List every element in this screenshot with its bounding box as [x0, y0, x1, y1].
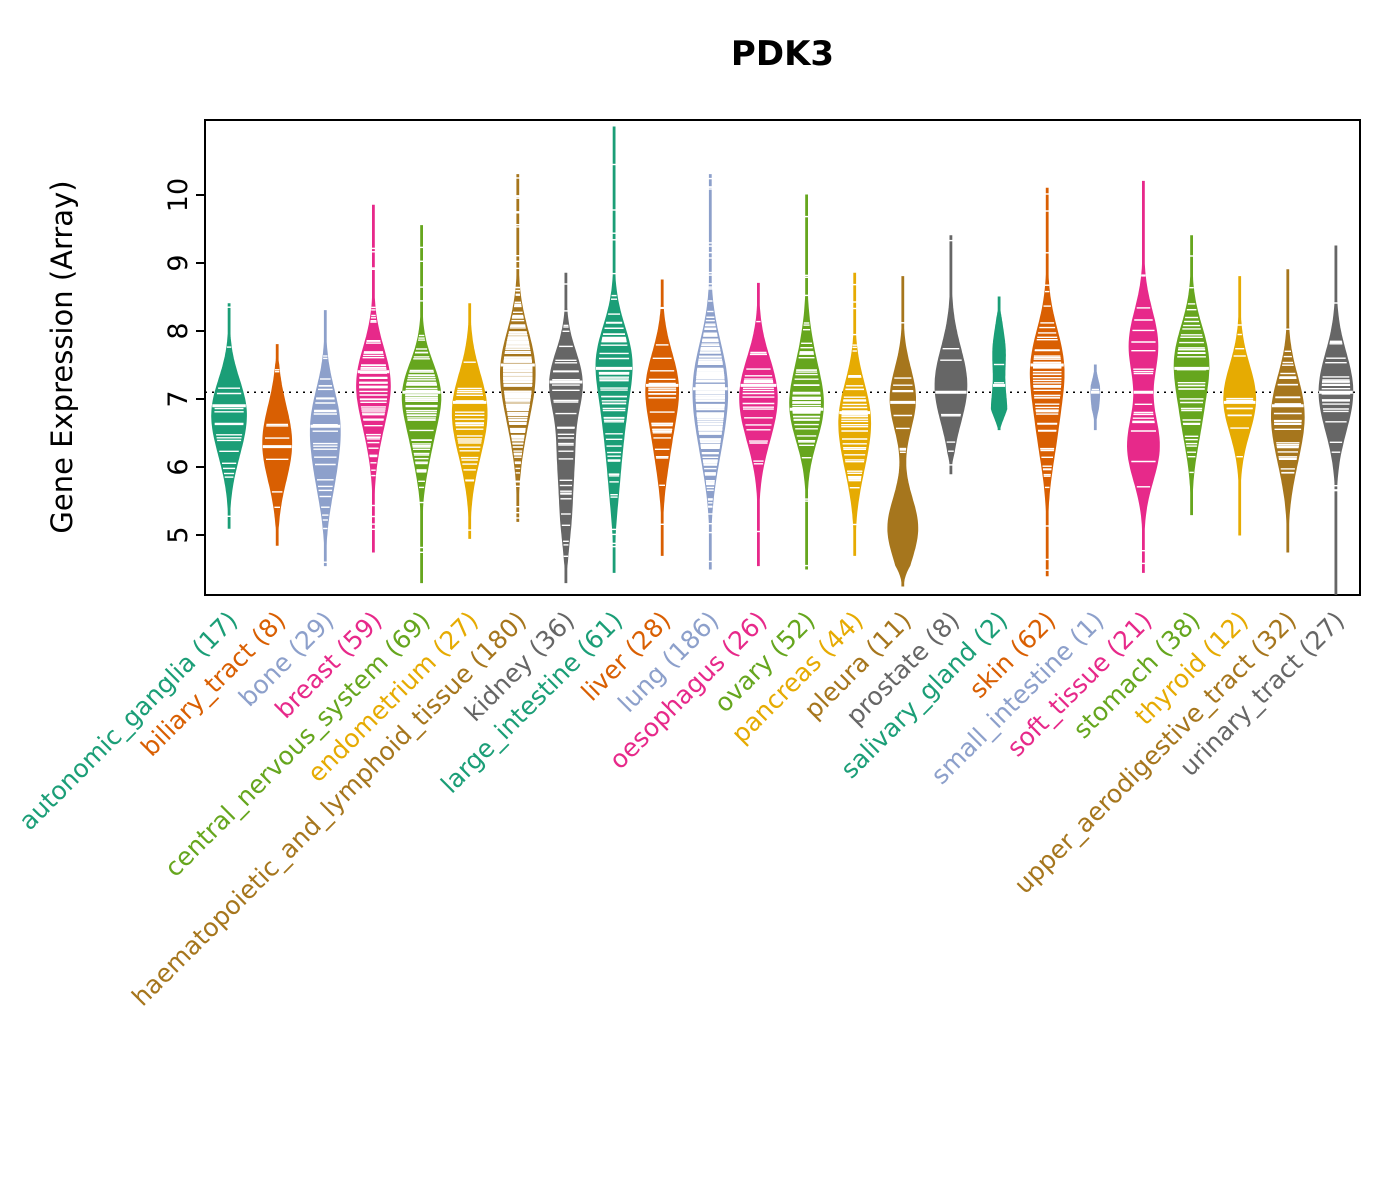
violin-group-autonomic_ganglia: autonomic_ganglia (17) [13, 303, 247, 836]
violin-group-haematopoietic_and_lymphoid_tissue: haematopoietic_and_lymphoid_tissue (180) [126, 174, 536, 1012]
violin-group-central_nervous_system: central_nervous_system (69) [159, 225, 442, 883]
violin-bone [309, 310, 341, 567]
violin-thyroid [1223, 276, 1257, 536]
plot-border [204, 119, 1361, 596]
violin-skin [1029, 187, 1065, 577]
violin-autonomic_ganglia [211, 303, 247, 529]
violin-large_intestine [595, 126, 633, 573]
y-tick-label: 5 [163, 526, 194, 543]
y-tick-label: 9 [163, 254, 194, 271]
violin-small_intestine [1090, 364, 1101, 431]
violin-soft_tissue [1126, 180, 1160, 573]
violin-prostate [934, 235, 968, 475]
violin-pleura [887, 276, 919, 587]
violin-stomach [1173, 235, 1210, 516]
violin-central_nervous_system [401, 225, 442, 584]
violin-endometrium [451, 303, 488, 539]
chart-title: PDK3 [730, 34, 835, 74]
y-tick-label: 7 [163, 390, 194, 407]
violin-urinary_tract [1318, 245, 1354, 595]
violin-upper_aerodigestive_tract [1271, 269, 1305, 553]
violin-biliary_tract [262, 344, 293, 546]
y-tick-label: 8 [163, 322, 194, 339]
y-tick-label: 10 [163, 178, 194, 212]
violin-salivary_gland [990, 296, 1008, 431]
x-label-autonomic_ganglia: autonomic_ganglia (17) [13, 606, 243, 836]
violin-liver [645, 279, 679, 556]
violin-ovary [789, 194, 824, 570]
y-tick-label: 6 [163, 458, 194, 475]
